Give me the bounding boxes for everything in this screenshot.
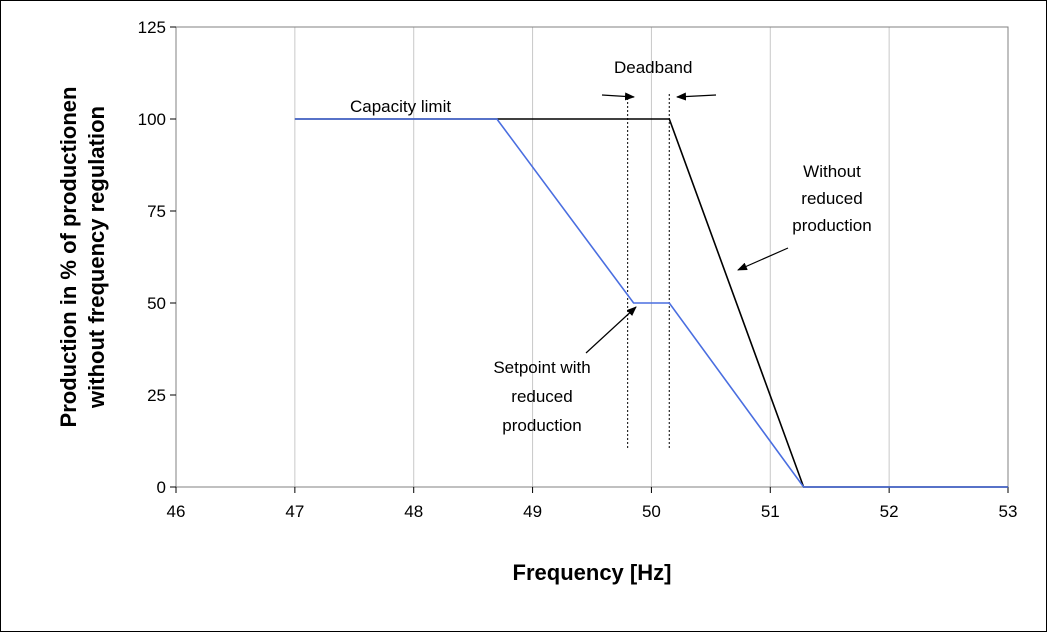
vertical-gridlines	[294, 27, 890, 487]
y-tick-label-75: 75	[147, 202, 166, 221]
deadband-arrow-right	[676, 92, 717, 101]
series-lines	[294, 118, 1008, 488]
x-tick-label-48: 48	[404, 502, 423, 521]
deadband-lines	[627, 94, 670, 449]
annotation-setpoint-line-1: Setpoint with	[493, 358, 590, 377]
y-tick-label-0: 0	[157, 478, 166, 497]
annotation-without-reduced-line-3: production	[792, 216, 871, 235]
x-tick-label-49: 49	[523, 502, 542, 521]
x-tick-label-52: 52	[880, 502, 899, 521]
x-axis-ticks: 46 47 48 49 50 51 52 53	[167, 487, 1018, 521]
setpoint-arrow	[585, 306, 637, 354]
y-axis-title: Production in % of productionen without …	[56, 87, 109, 428]
x-tick-label-47: 47	[285, 502, 304, 521]
annotation-capacity-limit: Capacity limit	[350, 97, 451, 116]
y-axis-ticks: 0 25 50 75 100 125	[138, 18, 176, 497]
y-tick-label-50: 50	[147, 294, 166, 313]
x-tick-label-53: 53	[999, 502, 1018, 521]
annotations: Capacity limit Deadband Without reduced prod…	[350, 58, 872, 435]
y-tick-label-125: 125	[138, 18, 166, 37]
without-reduced-arrow	[737, 247, 789, 271]
y-tick-label-100: 100	[138, 110, 166, 129]
series-line-2	[294, 118, 1008, 488]
x-tick-label-51: 51	[761, 502, 780, 521]
annotation-deadband: Deadband	[614, 58, 692, 77]
y-axis-title-line-2: without frequency regulation	[84, 106, 109, 409]
annotation-setpoint-line-3: production	[502, 416, 581, 435]
annotation-without-reduced-line-1: Without	[803, 162, 861, 181]
x-axis-title: Frequency [Hz]	[513, 560, 672, 585]
plot-area	[175, 26, 1009, 488]
y-axis-title-line-1: Production in % of productionen	[56, 87, 81, 428]
x-tick-label-46: 46	[167, 502, 186, 521]
x-tick-label-50: 50	[642, 502, 661, 521]
y-tick-label-25: 25	[147, 386, 166, 405]
deadband-arrow-left	[601, 92, 635, 101]
annotation-without-reduced-line-2: reduced	[801, 189, 862, 208]
annotation-setpoint-line-2: reduced	[511, 387, 572, 406]
